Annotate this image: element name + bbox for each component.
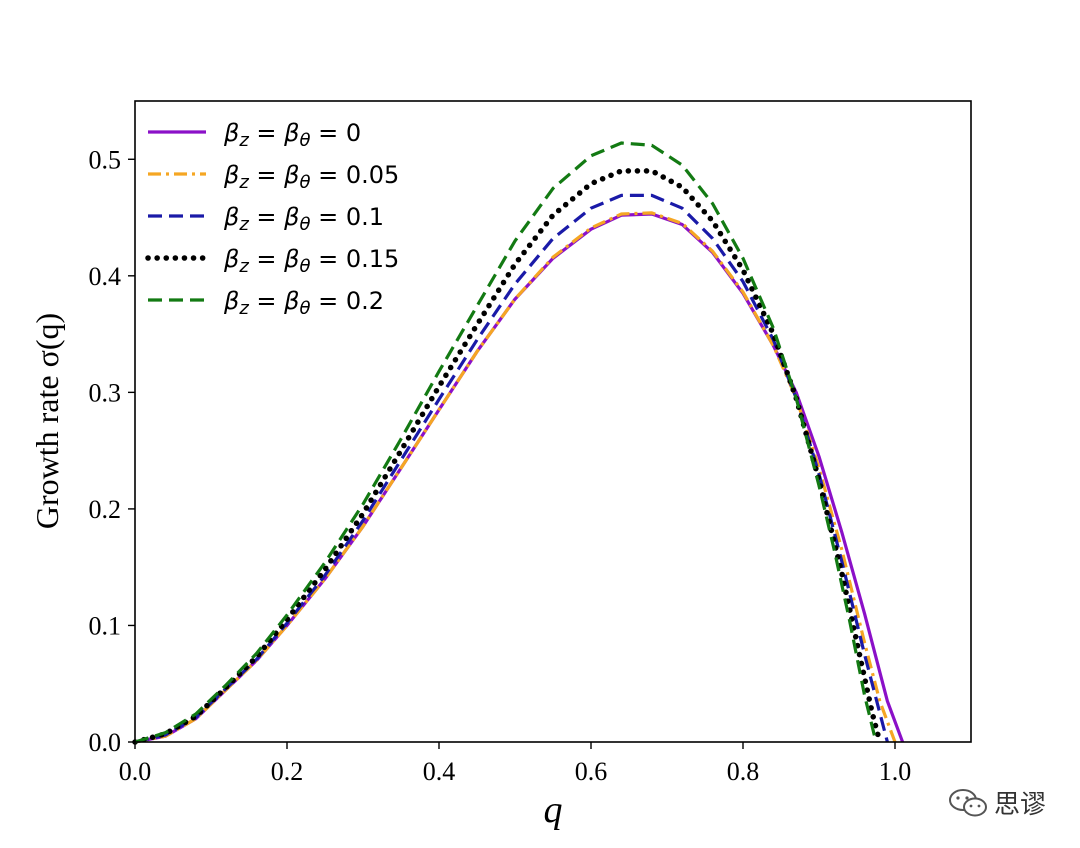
y-tick-label-2: 0.2 (89, 495, 122, 524)
y-tick-label-1: 0.1 (89, 611, 122, 640)
y-axis-label: Growth rate σ(q) (29, 313, 65, 529)
series-layer (132, 141, 905, 745)
watermark-text: 思谬 (993, 790, 1046, 820)
x-tick-label-5: 1.0 (879, 757, 912, 786)
ticks-layer: 0.0 0.2 0.4 0.6 0.8 1.0 0.0 0.1 0.2 0.3 0.4 0.5 (89, 145, 912, 786)
legend-entry-0: βz = βθ = 0 (223, 119, 361, 151)
x-tick-label-1: 0.2 (271, 757, 304, 786)
watermark: 思谬 (948, 784, 1046, 821)
x-tick-label-3: 0.6 (575, 757, 608, 786)
legend-entry-2: βz = βθ = 0.1 (223, 203, 384, 235)
plot-frame (134, 100, 972, 743)
y-tick-label-4: 0.4 (89, 262, 122, 291)
y-tick-label-3: 0.3 (89, 378, 122, 407)
x-axis-label: q (544, 789, 563, 831)
y-tick-label-5: 0.5 (89, 145, 122, 174)
x-tick-label-0: 0.0 (119, 757, 152, 786)
y-tick-label-0: 0.0 (89, 728, 122, 757)
legend-entry-4: βz = βθ = 0.2 (223, 287, 384, 319)
x-tick-label-4: 0.8 (727, 757, 760, 786)
wechat-icon (948, 788, 987, 816)
x-tick-label-2: 0.4 (423, 757, 456, 786)
legend-entry-3: βz = βθ = 0.15 (223, 245, 399, 277)
legend-entry-1: βz = βθ = 0.05 (223, 161, 399, 193)
legend: βz = βθ = 0 βz = βθ = 0.05 βz = βθ = 0.1 βz… (145, 119, 399, 319)
